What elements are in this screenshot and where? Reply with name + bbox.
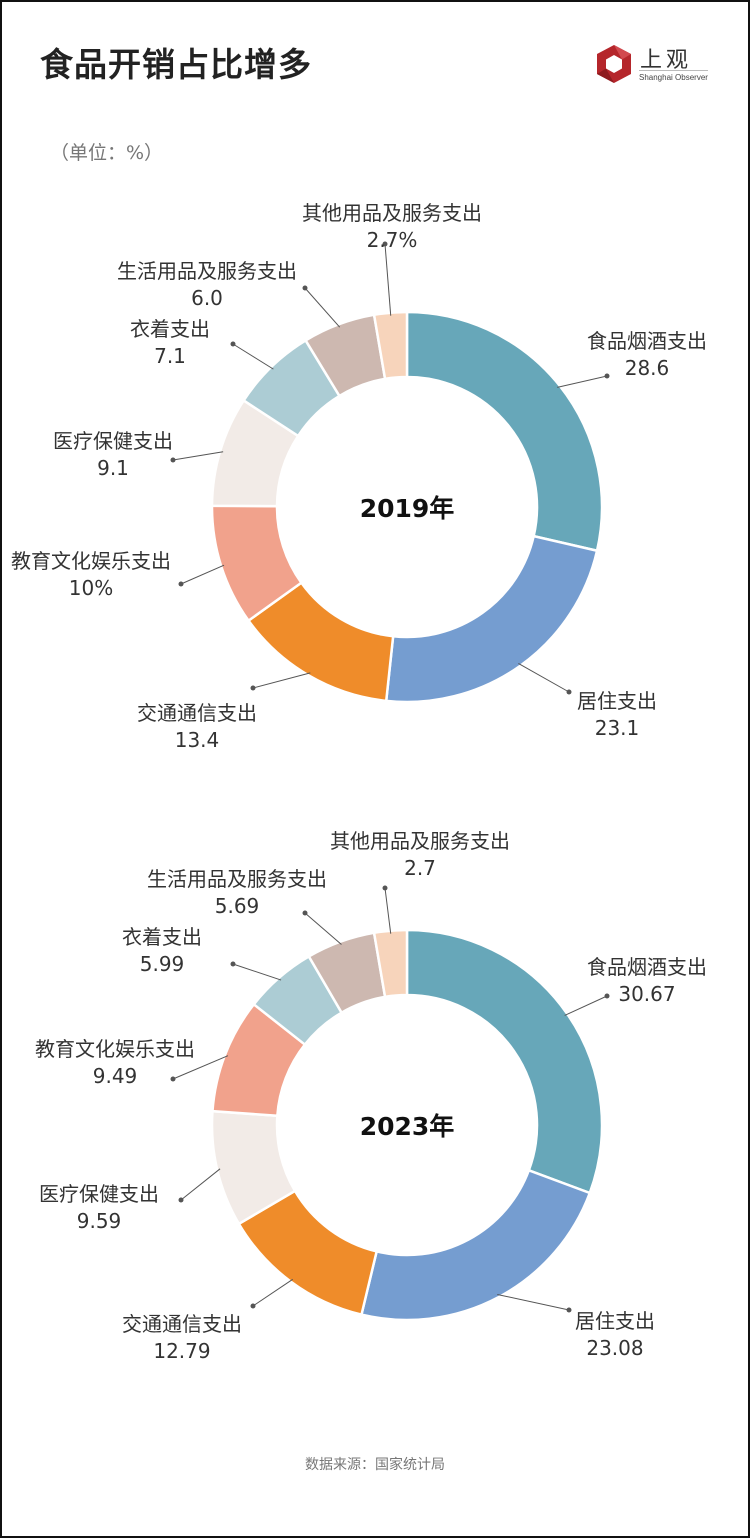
donut-slice <box>405 928 604 1195</box>
slice-category: 生活用品及服务支出 <box>147 867 327 891</box>
leader-dot <box>170 457 176 463</box>
slice-label: 生活用品及服务支出 5.69 <box>147 866 327 920</box>
donut-chart-2023: 食品烟酒支出 30.67 居住支出 23.08 交通通信支出 12.79 医疗保健支出 9.5… <box>0 818 750 1418</box>
slice-label: 食品烟酒支出 30.67 <box>587 954 707 1008</box>
donut-center-year: 2019年 <box>359 494 455 523</box>
leader-line <box>252 1278 294 1307</box>
slice-value: 9.49 <box>92 1064 138 1088</box>
slice-category: 教育文化娱乐支出 <box>35 1037 195 1061</box>
slice-value: 5.69 <box>214 894 260 918</box>
leader-line <box>172 1055 229 1080</box>
leader-dot <box>302 285 308 291</box>
donut-slice <box>372 928 409 999</box>
slice-value: 30.67 <box>618 982 676 1006</box>
leader-dot <box>382 885 388 891</box>
leader-line <box>518 662 570 693</box>
leader-line <box>252 672 311 689</box>
slice-category: 衣着支出 <box>130 317 210 341</box>
slice-label: 居住支出 23.08 <box>575 1308 655 1362</box>
slice-category: 医疗保健支出 <box>53 429 173 453</box>
logo-name: 上观 <box>640 48 693 73</box>
leader-dot <box>178 1197 184 1203</box>
leader-dot <box>566 1307 572 1313</box>
donut-slice <box>405 310 604 553</box>
leader-line <box>384 887 392 934</box>
donut-chart-2019: 食品烟酒支出 28.6 居住支出 23.1 交通通信支出 13.4 教育文化娱乐支出 10% 医… <box>0 200 750 800</box>
slice-category: 居住支出 <box>577 689 657 713</box>
slice-value: 9.59 <box>76 1209 122 1233</box>
logo-subtitle: Shanghai Observer <box>639 70 708 82</box>
leader-line <box>384 243 392 316</box>
slice-value: 28.6 <box>624 356 670 380</box>
leader-line <box>557 375 608 388</box>
slice-value: 9.1 <box>97 456 129 480</box>
leader-line <box>304 912 342 945</box>
slice-value: 23.08 <box>586 1336 644 1360</box>
slice-category: 其他用品及服务支出 <box>302 201 482 225</box>
slice-label: 医疗保健支出 9.59 <box>39 1181 159 1235</box>
slice-value: 23.1 <box>594 716 640 740</box>
leader-line <box>304 287 341 328</box>
slice-label: 衣着支出 7.1 <box>130 316 210 370</box>
leader-dot <box>382 241 388 247</box>
slice-category: 交通通信支出 <box>137 701 257 725</box>
slice-value: 12.79 <box>153 1339 211 1363</box>
donut-slice <box>372 310 409 381</box>
slice-category: 交通通信支出 <box>122 1312 242 1336</box>
slice-category: 衣着支出 <box>122 925 202 949</box>
slice-value: 5.99 <box>139 952 185 976</box>
slice-category: 教育文化娱乐支出 <box>11 549 171 573</box>
slice-value: 2.7 <box>404 856 436 880</box>
leader-dot <box>230 341 236 347</box>
leader-dot <box>566 689 572 695</box>
slice-value: 6.0 <box>191 286 223 310</box>
slice-category: 居住支出 <box>575 1309 655 1333</box>
leader-dot <box>604 373 610 379</box>
leader-dot <box>250 685 256 691</box>
slice-label: 交通通信支出 13.4 <box>137 700 257 754</box>
slice-category: 食品烟酒支出 <box>587 955 707 979</box>
leader-line <box>172 451 224 461</box>
donut-center-year: 2023年 <box>359 1112 455 1141</box>
leader-dot <box>302 910 308 916</box>
leader-dot <box>178 581 184 587</box>
slice-category: 食品烟酒支出 <box>587 329 707 353</box>
slice-label: 其他用品及服务支出 2.7 <box>330 828 510 882</box>
slice-value: 2.7% <box>366 228 418 252</box>
leader-dot <box>250 1303 256 1309</box>
leader-dot <box>604 993 610 999</box>
logo: 上观 Shanghai Observer <box>594 42 714 86</box>
slice-label: 生活用品及服务支出 6.0 <box>117 258 297 312</box>
slice-value: 13.4 <box>174 728 220 752</box>
leader-dot <box>170 1076 176 1082</box>
slice-label: 居住支出 23.1 <box>577 688 657 742</box>
slice-label: 衣着支出 5.99 <box>122 924 202 978</box>
slice-label: 医疗保健支出 9.1 <box>53 428 173 482</box>
slice-label: 交通通信支出 12.79 <box>122 1311 242 1365</box>
slice-category: 其他用品及服务支出 <box>330 829 510 853</box>
slice-category: 医疗保健支出 <box>39 1182 159 1206</box>
slice-label: 教育文化娱乐支出 10% <box>11 548 171 602</box>
page-title: 食品开销占比增多 <box>40 45 312 84</box>
leader-line <box>180 564 225 585</box>
donut-slice <box>384 534 599 704</box>
slice-value: 10% <box>68 576 114 600</box>
slice-label: 其他用品及服务支出 2.7% <box>302 200 482 254</box>
slice-label: 教育文化娱乐支出 9.49 <box>35 1036 195 1090</box>
leader-line <box>232 963 282 981</box>
logo-hexagon-icon <box>597 45 631 83</box>
data-source: 数据来源：国家统计局 <box>305 1457 445 1473</box>
slice-value: 7.1 <box>154 344 186 368</box>
slice-label: 食品烟酒支出 28.6 <box>587 328 707 382</box>
leader-line <box>564 995 608 1016</box>
leader-dot <box>230 961 236 967</box>
slice-category: 生活用品及服务支出 <box>117 259 297 283</box>
leader-line <box>232 343 274 370</box>
unit-note: （单位：%） <box>50 142 164 164</box>
donut-slice <box>359 1168 592 1322</box>
leader-line <box>497 1293 570 1311</box>
leader-line <box>180 1168 221 1201</box>
